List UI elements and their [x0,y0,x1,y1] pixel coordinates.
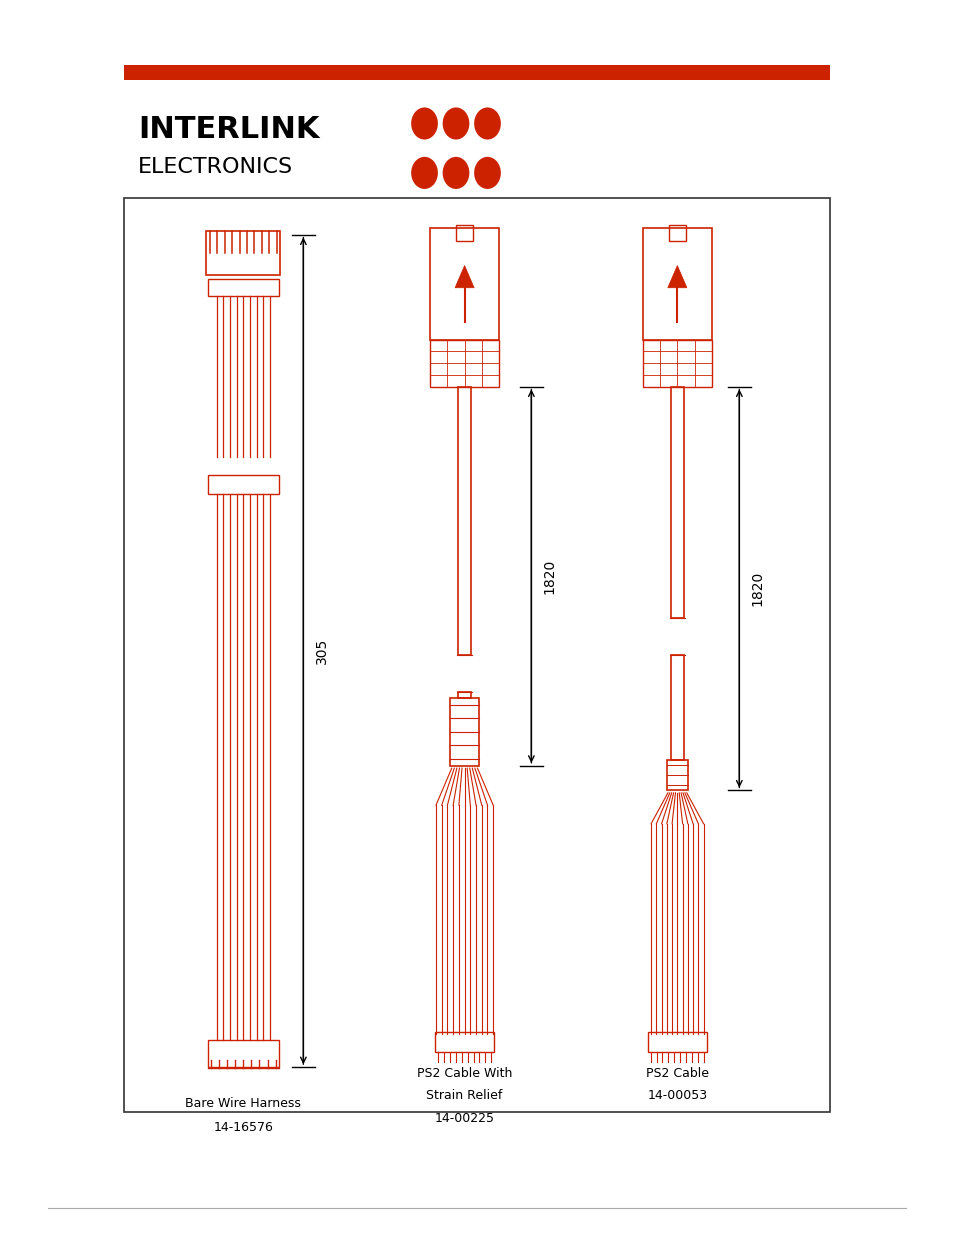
Text: Strain Relief: Strain Relief [426,1089,502,1103]
Text: ELECTRONICS: ELECTRONICS [138,157,294,177]
Polygon shape [667,266,686,288]
Ellipse shape [474,107,500,140]
Bar [450,698,478,766]
Bar [435,1032,494,1052]
Bar [668,225,685,241]
Ellipse shape [442,107,469,140]
Bar [124,65,829,80]
Text: PS2 Cable With: PS2 Cable With [416,1067,512,1081]
Bar [430,228,498,340]
Text: 1820: 1820 [542,558,557,594]
Bar [642,228,711,340]
Bar [208,1040,278,1067]
Text: 1820: 1820 [750,571,764,606]
Text: 305: 305 [314,637,329,664]
Bar [430,340,498,387]
Bar [670,387,683,618]
Bar [208,475,278,494]
Bar [647,1032,706,1052]
Ellipse shape [411,107,437,140]
Bar [124,198,829,1112]
Ellipse shape [442,157,469,189]
Text: INTERLINK: INTERLINK [138,115,319,144]
Text: 14-00225: 14-00225 [435,1112,494,1125]
Bar [456,225,473,241]
Ellipse shape [411,157,437,189]
Polygon shape [455,266,474,288]
Bar [670,655,683,760]
Bar [457,692,471,698]
Ellipse shape [474,157,500,189]
Bar [208,279,278,296]
Text: PS2 Cable: PS2 Cable [645,1067,708,1081]
Bar [206,231,280,275]
Text: 14-16576: 14-16576 [213,1121,273,1135]
Bar [666,760,687,790]
Bar [642,340,711,387]
Text: 14-00053: 14-00053 [646,1089,707,1103]
Text: Bare Wire Harness: Bare Wire Harness [185,1097,301,1110]
Bar [457,387,471,655]
